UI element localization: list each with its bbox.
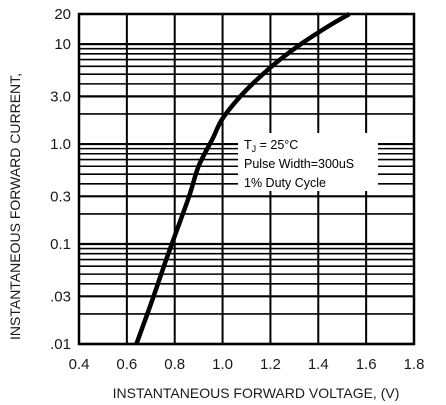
x-axis-title: INSTANTANEOUS FORWARD VOLTAGE, (V) — [113, 385, 400, 401]
x-tick-label-6: 1.6 — [356, 356, 377, 373]
y-tick-label-5: 3.0 — [50, 88, 71, 105]
test-conditions-note: TJ = 25°C Pulse Width=300uS 1% Duty Cycl… — [238, 133, 378, 191]
y-tick-label-4: 1.0 — [50, 136, 71, 153]
y-tick-label-7: 20 — [54, 6, 71, 23]
plot-border — [77, 12, 416, 346]
x-tick-label-7: 1.8 — [404, 356, 425, 373]
x-tick-label-1: 0.6 — [116, 356, 137, 373]
y-tick-labels: .01 .03 0.1 0.3 1.0 3.0 10 20 — [50, 6, 71, 353]
y-tick-label-1: .03 — [50, 288, 71, 305]
x-tick-label-3: 1.0 — [212, 356, 233, 373]
note-line-3: 1% Duty Cycle — [244, 176, 326, 190]
note-celsius: °C — [284, 138, 298, 152]
note-line-2: Pulse Width=300uS — [244, 157, 354, 171]
y-tick-label-3: 0.3 — [50, 188, 71, 205]
note-line-1: TJ = 25°C — [244, 138, 298, 154]
plot-frame — [77, 12, 416, 346]
x-tick-labels: 0.4 0.6 0.8 1.0 1.2 1.4 1.6 1.8 — [69, 356, 425, 373]
x-tick-label-5: 1.4 — [308, 356, 329, 373]
note-subscript: J — [252, 144, 257, 154]
y-tick-label-2: 0.1 — [50, 236, 71, 253]
note-box — [238, 133, 378, 191]
forward-current-curve — [134, 12, 351, 345]
note-t: T — [244, 138, 252, 152]
y-axis-title: INSTANTANEOUS FORWARD CURRENT, — [7, 73, 23, 340]
x-tick-label-0: 0.4 — [69, 356, 90, 373]
x-tick-label-2: 0.8 — [164, 356, 185, 373]
y-tick-label-0: .01 — [50, 336, 71, 353]
note-temperature: = 25 — [256, 138, 284, 152]
curve-layer — [134, 12, 351, 345]
x-tick-label-4: 1.2 — [260, 356, 281, 373]
y-tick-label-6: 10 — [54, 36, 71, 53]
